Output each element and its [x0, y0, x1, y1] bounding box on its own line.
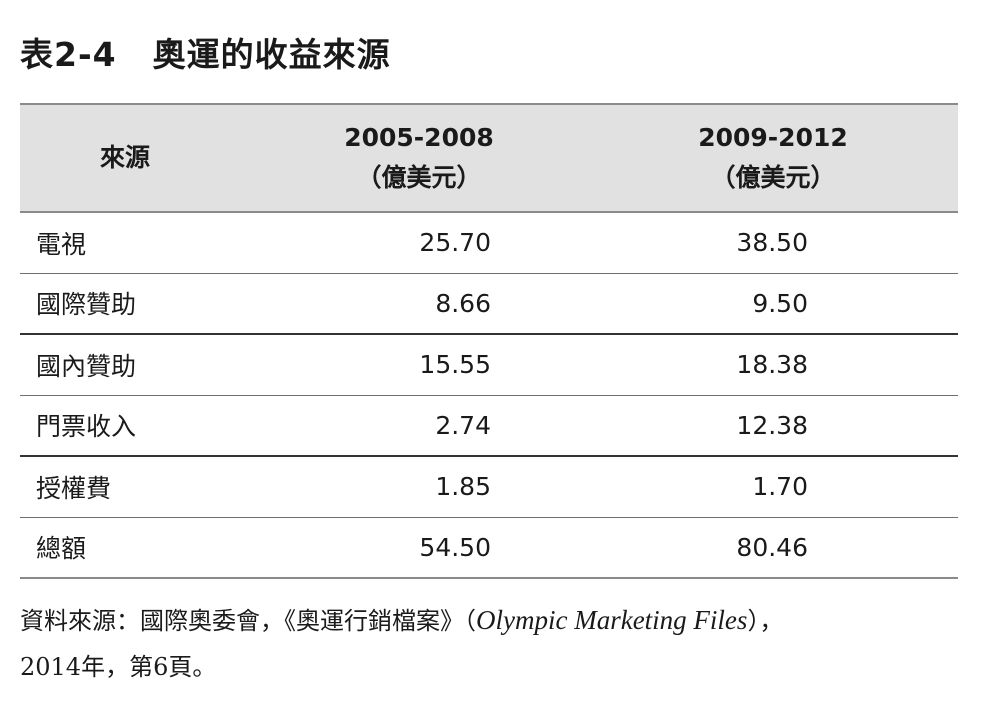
value-2005-2008: 15.55 [250, 334, 588, 396]
table-number: 表2-4 [20, 35, 117, 74]
header-2009-2012: 2009-2012 （億美元） [588, 103, 958, 213]
value-2009-2012: 38.50 [588, 212, 958, 274]
value-2009-2012: 1.70 [588, 456, 958, 518]
source-note-prefix: 資料來源：國際奧委會，《奧運行銷檔案》（ [20, 607, 476, 635]
value-2005-2008: 54.50 [250, 517, 588, 579]
source-note: 資料來源：國際奧委會，《奧運行銷檔案》（Olympic Marketing Fi… [20, 597, 980, 690]
value-2009-2012: 18.38 [588, 334, 958, 396]
table-row: 國內贊助 15.55 18.38 [20, 334, 958, 396]
row-label: 總額 [20, 517, 250, 579]
table-caption: 表2-4 奧運的收益來源 [20, 28, 391, 76]
row-label: 國內贊助 [20, 334, 250, 396]
value-2009-2012: 9.50 [588, 273, 958, 335]
header-2009-2012-unit: （億美元） [710, 163, 836, 192]
header-2005-2008: 2005-2008 （億美元） [250, 103, 588, 213]
revenue-table: 來源 2005-2008 （億美元） 2009-2012 （億美元） 電視 25… [20, 103, 958, 579]
table-title: 奧運的收益來源 [152, 35, 391, 74]
table-row: 門票收入 2.74 12.38 [20, 395, 958, 457]
table-row-total: 總額 54.50 80.46 [20, 517, 958, 579]
value-2005-2008: 8.66 [250, 273, 588, 335]
source-note-english-title: Olympic Marketing Files [476, 605, 748, 635]
source-note-line2: 2014年，第6頁。 [20, 653, 217, 681]
table-header-row: 來源 2005-2008 （億美元） 2009-2012 （億美元） [20, 103, 958, 213]
value-2005-2008: 1.85 [250, 456, 588, 518]
row-label: 授權費 [20, 456, 250, 518]
row-label: 門票收入 [20, 395, 250, 457]
value-2009-2012: 80.46 [588, 517, 958, 579]
header-2005-2008-period: 2005-2008 [344, 123, 494, 152]
header-source: 來源 [20, 103, 250, 213]
table-row: 國際贊助 8.66 9.50 [20, 273, 958, 335]
value-2005-2008: 25.70 [250, 212, 588, 274]
value-2005-2008: 2.74 [250, 395, 588, 457]
header-2009-2012-period: 2009-2012 [698, 123, 848, 152]
source-note-suffix: ）， [747, 607, 784, 635]
table-row: 授權費 1.85 1.70 [20, 456, 958, 518]
table-row: 電視 25.70 38.50 [20, 212, 958, 274]
value-2009-2012: 12.38 [588, 395, 958, 457]
row-label: 國際贊助 [20, 273, 250, 335]
row-label: 電視 [20, 212, 250, 274]
header-2005-2008-unit: （億美元） [356, 163, 482, 192]
